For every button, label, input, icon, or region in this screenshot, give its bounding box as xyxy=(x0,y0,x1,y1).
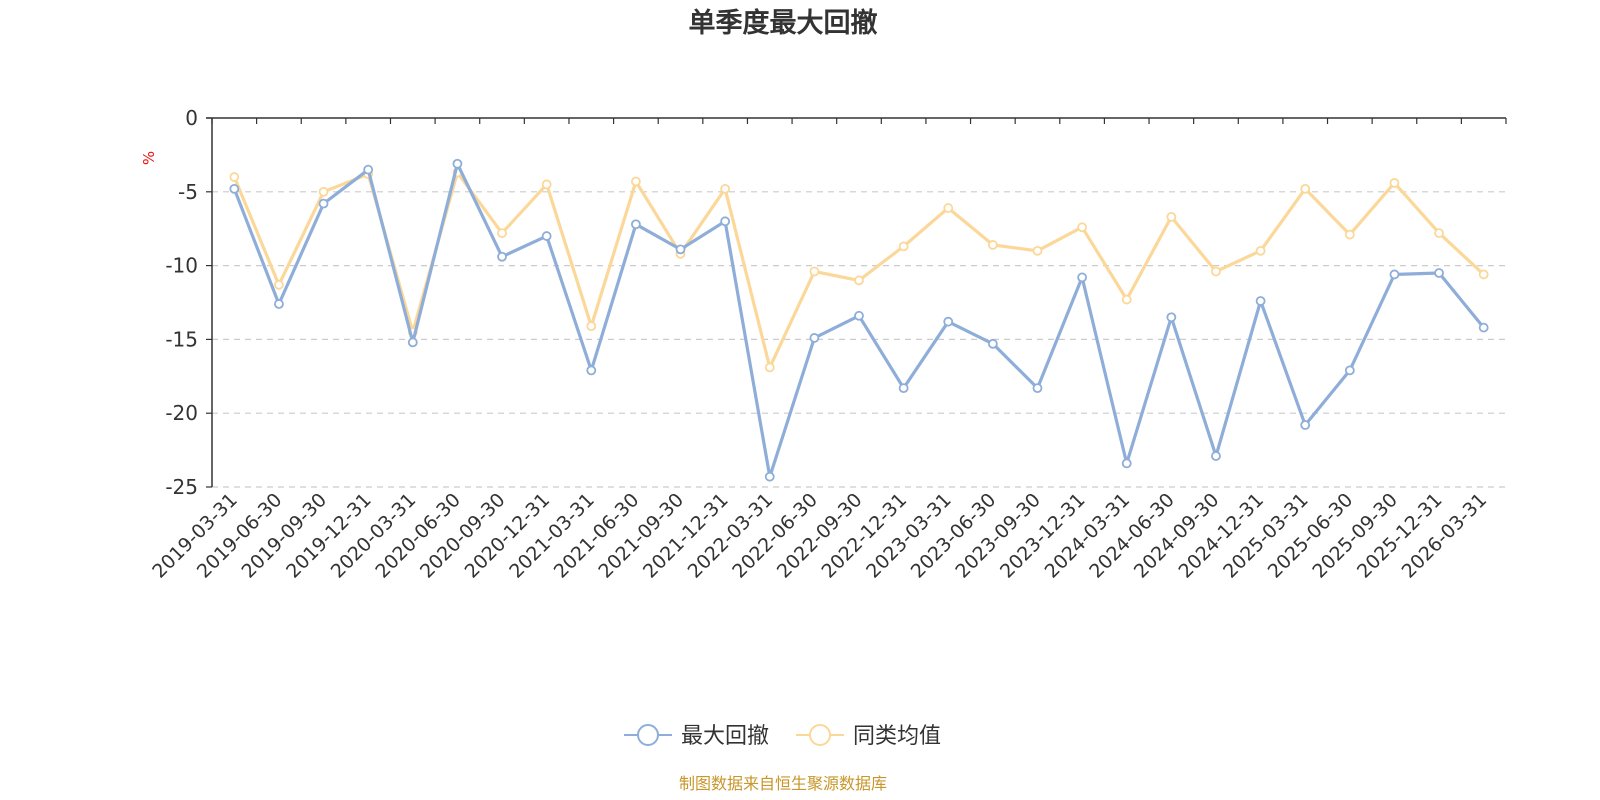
data-point xyxy=(586,365,597,376)
data-point xyxy=(630,219,641,230)
legend: 最大回撤 同类均值 xyxy=(624,724,941,749)
data-point xyxy=(675,244,686,255)
data-point xyxy=(987,240,998,250)
series-2 xyxy=(229,167,1489,373)
y-tick-label: -10 xyxy=(165,254,198,278)
data-point xyxy=(1211,266,1221,277)
data-point xyxy=(630,176,641,187)
data-point xyxy=(1255,245,1266,256)
y-tick-label: -20 xyxy=(165,401,198,425)
data-point xyxy=(1389,178,1400,188)
data-point xyxy=(1434,268,1444,278)
data-point xyxy=(1077,222,1088,233)
y-tick-label: -25 xyxy=(165,475,198,499)
data-point xyxy=(1389,269,1400,280)
series-lines xyxy=(229,158,1489,482)
data-point xyxy=(1434,228,1444,239)
chart-title: 单季度最大回撤 xyxy=(689,7,878,39)
y-tick-label: -15 xyxy=(165,327,198,351)
data-point xyxy=(497,251,507,262)
series-line xyxy=(232,171,1485,369)
data-point xyxy=(943,203,954,213)
grid-lines xyxy=(212,191,1506,488)
data-point xyxy=(764,471,775,482)
data-point xyxy=(720,216,731,227)
data-point xyxy=(541,231,552,241)
data-point xyxy=(363,164,374,175)
data-point xyxy=(809,266,820,277)
data-point xyxy=(229,183,240,194)
data-point xyxy=(987,338,998,349)
data-point xyxy=(764,362,775,373)
data-point xyxy=(854,275,864,286)
data-point xyxy=(229,172,240,182)
data-point xyxy=(1166,211,1177,222)
data-point xyxy=(1211,451,1221,461)
axes: 0-5-10-15-20-252019-03-312019-06-302019-… xyxy=(148,106,1507,583)
data-point xyxy=(898,383,909,394)
data-point xyxy=(318,198,329,209)
data-point xyxy=(854,310,864,321)
data-point xyxy=(274,279,284,290)
data-point xyxy=(1344,365,1355,376)
legend-item-1: 最大回撤 xyxy=(624,724,769,749)
data-point xyxy=(1032,245,1043,256)
data-point xyxy=(586,321,597,332)
legend-label: 同类均值 xyxy=(853,724,941,749)
data-point xyxy=(1166,312,1177,323)
source-note: 制图数据来自恒生聚源数据库 xyxy=(679,774,887,793)
data-point xyxy=(898,241,909,252)
data-point xyxy=(407,337,418,348)
legend-marker xyxy=(637,724,659,746)
legend-item-2: 同类均值 xyxy=(796,724,941,749)
y-tick-label: -5 xyxy=(178,180,198,204)
data-point xyxy=(1121,294,1132,305)
data-point xyxy=(720,183,731,194)
y-axis-unit: % xyxy=(140,151,158,165)
data-point xyxy=(809,333,820,343)
legend-marker xyxy=(809,724,831,746)
data-point xyxy=(1255,296,1266,306)
data-point xyxy=(497,228,507,239)
data-point xyxy=(1032,383,1043,394)
data-point xyxy=(274,299,284,309)
data-point xyxy=(1077,272,1088,283)
data-point xyxy=(1478,269,1489,280)
data-point xyxy=(318,186,329,197)
data-point xyxy=(1300,420,1311,430)
data-point xyxy=(452,158,463,169)
data-point xyxy=(1478,322,1489,333)
legend-label: 最大回撤 xyxy=(681,724,769,749)
data-point xyxy=(541,179,552,190)
data-point xyxy=(1344,229,1355,240)
data-point xyxy=(1121,458,1132,469)
data-point xyxy=(943,316,954,327)
data-point xyxy=(1300,183,1311,194)
series-1 xyxy=(229,158,1489,482)
y-tick-label: 0 xyxy=(185,106,198,130)
